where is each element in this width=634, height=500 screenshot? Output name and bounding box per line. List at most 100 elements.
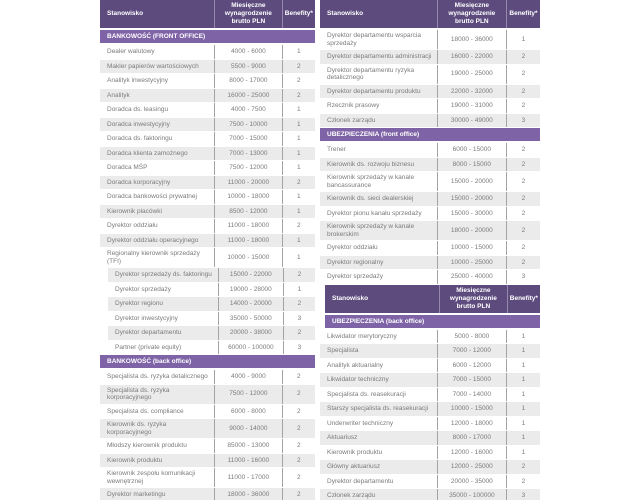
position-cell: Dyrektor pionu kanału sprzedaży — [320, 206, 438, 220]
position-cell: Dyrektor sprzedaży — [320, 270, 438, 284]
salary-cell: 4000 - 9000 — [215, 370, 283, 384]
position-cell: Analityk inwestycyjny — [100, 74, 216, 88]
table-row: Dyrektor marketingu 18000 - 36000 2 — [100, 488, 315, 500]
table-row: Starszy specjalista ds. reasekuracji 1000… — [320, 402, 540, 416]
table-row: Kierownik ds. sieci dealerskiej 15000 - 2… — [320, 192, 540, 206]
table-row: Dyrektor oddziału 10000 - 15000 2 — [320, 241, 540, 255]
table-row: Kierownik zespołu komunikacji wewnętrzne… — [100, 468, 315, 487]
position-cell: Makler papierów wartościowych — [100, 59, 216, 73]
position-cell: Dealer walutowy — [100, 45, 216, 59]
table-row: Dyrektor departamentu 20000 - 35000 2 — [320, 474, 540, 488]
benefits-cell: 1 — [297, 285, 302, 293]
column-header-row: Stanowisko Miesięczne wynagrodzenie brutt… — [320, 0, 540, 28]
position-cell: Specjalista ds. compliance — [100, 404, 216, 418]
position-cell: Kierownik sprzedaży w kanale brokerskim — [320, 221, 438, 240]
table-row: Dyrektor departamentu administracji 16000… — [320, 50, 540, 64]
position-cell: Dyrektor regionalny — [320, 255, 438, 269]
benefits-cell: 2 — [297, 62, 301, 70]
table-row: Kierownik ds. rozwoju biznesu 8000 - 1500… — [320, 157, 540, 171]
salary-cell: 12000 - 25000 — [438, 460, 507, 474]
benefits-cell: 2 — [521, 146, 526, 153]
salary-cell: 7000 - 13000 — [215, 146, 283, 160]
table-row: Kierownik ds. ryzyka korporacyjnego 9000 … — [100, 419, 315, 438]
benefits-cell: 2 — [521, 195, 526, 202]
table-row: Trener 6000 - 15000 2 — [320, 143, 540, 157]
salary-cell: 12000 - 18000 — [438, 416, 507, 430]
benefits-cell: 1 — [297, 193, 301, 200]
salary-cell: 10000 - 15000 — [215, 248, 283, 267]
table-row: Dyrektor pionu kanału sprzedaży 15000 - 3… — [320, 206, 540, 220]
table-row: Dyrektor regionalny 10000 - 25000 2 — [320, 255, 540, 269]
table-row: Kierownik sprzedaży w kanale bancassuran… — [320, 172, 540, 191]
position-cell: Dyrektor departamentu wsparcia sprzedaży — [320, 30, 438, 49]
salary-cell: 20000 - 38000 — [219, 326, 284, 340]
benefits-cell: 2 — [297, 300, 302, 307]
benefits-cell: 2 — [297, 222, 301, 229]
salary-cell: 6000 - 8000 — [215, 404, 283, 418]
salary-cell: 15000 - 20000 — [438, 192, 507, 206]
table-row: Członek zarządu 30000 - 49000 3 — [320, 113, 540, 127]
benefits-cell: 2 — [521, 209, 526, 217]
table-row: Analityk inwestycyjny 8000 - 17000 2 — [100, 74, 315, 88]
benefits-cell: 1 — [297, 149, 301, 157]
benefits-cell: 2 — [297, 473, 301, 481]
salary-cell: 10000 - 18000 — [215, 190, 283, 204]
table-row: Członek zarządu 35000 - 100000 3 — [320, 489, 540, 500]
position-cell: Doradca ds. leasingu — [100, 103, 216, 117]
benefits-cell: 1 — [297, 120, 301, 128]
table-row: Analityk 16000 - 25000 2 — [100, 88, 315, 102]
benefits-cell: 3 — [297, 343, 302, 351]
benefits-cell: 1 — [521, 35, 526, 43]
position-cell: Dyrektor marketingu — [100, 488, 216, 500]
position-column-header: Stanowisko — [325, 284, 441, 313]
position-cell: Dyrektor oddziału — [100, 219, 216, 233]
position-cell: Aktuariusz — [320, 431, 438, 445]
salary-table-right: Stanowisko Miesięczne wynagrodzenie brutt… — [320, 0, 540, 500]
section-bar: UBEZPIECZENIA (front office) — [320, 128, 540, 141]
benefits-cell: 2 — [521, 258, 526, 266]
benefits-column-header: Benefity* — [509, 10, 538, 17]
benefits-cell: 2 — [297, 91, 301, 99]
benefits-cell: 1 — [521, 419, 526, 427]
benefits-cell: 1 — [297, 236, 301, 244]
table-row: Doradca ds. leasingu 4000 - 7500 1 — [100, 103, 315, 117]
position-cell: Doradca inwestycyjny — [100, 117, 216, 131]
benefits-cell: 2 — [521, 177, 526, 185]
salary-cell: 8000 - 15000 — [438, 157, 507, 171]
benefits-cell: 1 — [297, 48, 301, 55]
salary-cell: 12000 - 16000 — [438, 445, 507, 459]
table-row: Doradca inwestycyjny 7500 - 10000 1 — [100, 117, 315, 131]
benefits-cell: 2 — [521, 226, 526, 234]
benefits-cell: 2 — [521, 53, 526, 60]
position-cell: Trener — [320, 143, 438, 157]
salary-column-header: Miesięczne wynagrodzenie brutto PLN — [215, 0, 283, 28]
position-cell: Dyrektor sprzedaży ds. faktoringu — [108, 268, 219, 282]
position-cell: Analityk aktuarialny — [320, 358, 438, 372]
table-row: Dyrektor departamentu ryzyka detaliczneg… — [320, 64, 540, 84]
salary-cell: 8000 - 17000 — [438, 431, 507, 445]
salary-cell: 4000 - 7500 — [215, 103, 283, 117]
salary-cell: 15000 - 20000 — [438, 172, 507, 191]
benefits-cell: 2 — [521, 463, 526, 470]
position-cell: Likwidator techniczny — [320, 373, 438, 387]
salary-cell: 7000 - 15000 — [215, 132, 283, 146]
table-row: Kierownik sprzedaży w kanale brokerskim 1… — [320, 221, 540, 240]
position-cell: Doradca MŚP — [100, 161, 216, 175]
position-cell: Główny aktuariusz — [320, 460, 438, 474]
salary-cell: 85000 - 13000 — [215, 439, 283, 453]
position-cell: Specjalista — [320, 344, 438, 358]
salary-cell: 4000 - 6000 — [215, 45, 283, 59]
position-cell: Specjalista ds. ryzyka korporacyjnego — [100, 384, 216, 404]
position-cell: Kierownik produktu — [320, 445, 438, 459]
benefits-cell: 1 — [521, 448, 526, 456]
salary-column-header: Miesięczne wynagrodzenie brutto PLN — [438, 0, 507, 28]
salary-cell: 14000 - 20000 — [219, 297, 284, 311]
position-cell: Kierownik sprzedaży w kanale bancassuran… — [320, 172, 438, 191]
table-row: Doradca klienta zamożnego 7000 - 13000 1 — [100, 146, 315, 160]
benefits-cell: 2 — [297, 178, 301, 186]
salary-cell: 6000 - 15000 — [438, 143, 507, 157]
position-column-header: Stanowisko — [320, 0, 438, 28]
salary-cell: 60000 - 100000 — [219, 340, 284, 354]
position-cell: Członek zarządu — [320, 113, 438, 127]
salary-cell: 35000 - 100000 — [438, 489, 507, 500]
